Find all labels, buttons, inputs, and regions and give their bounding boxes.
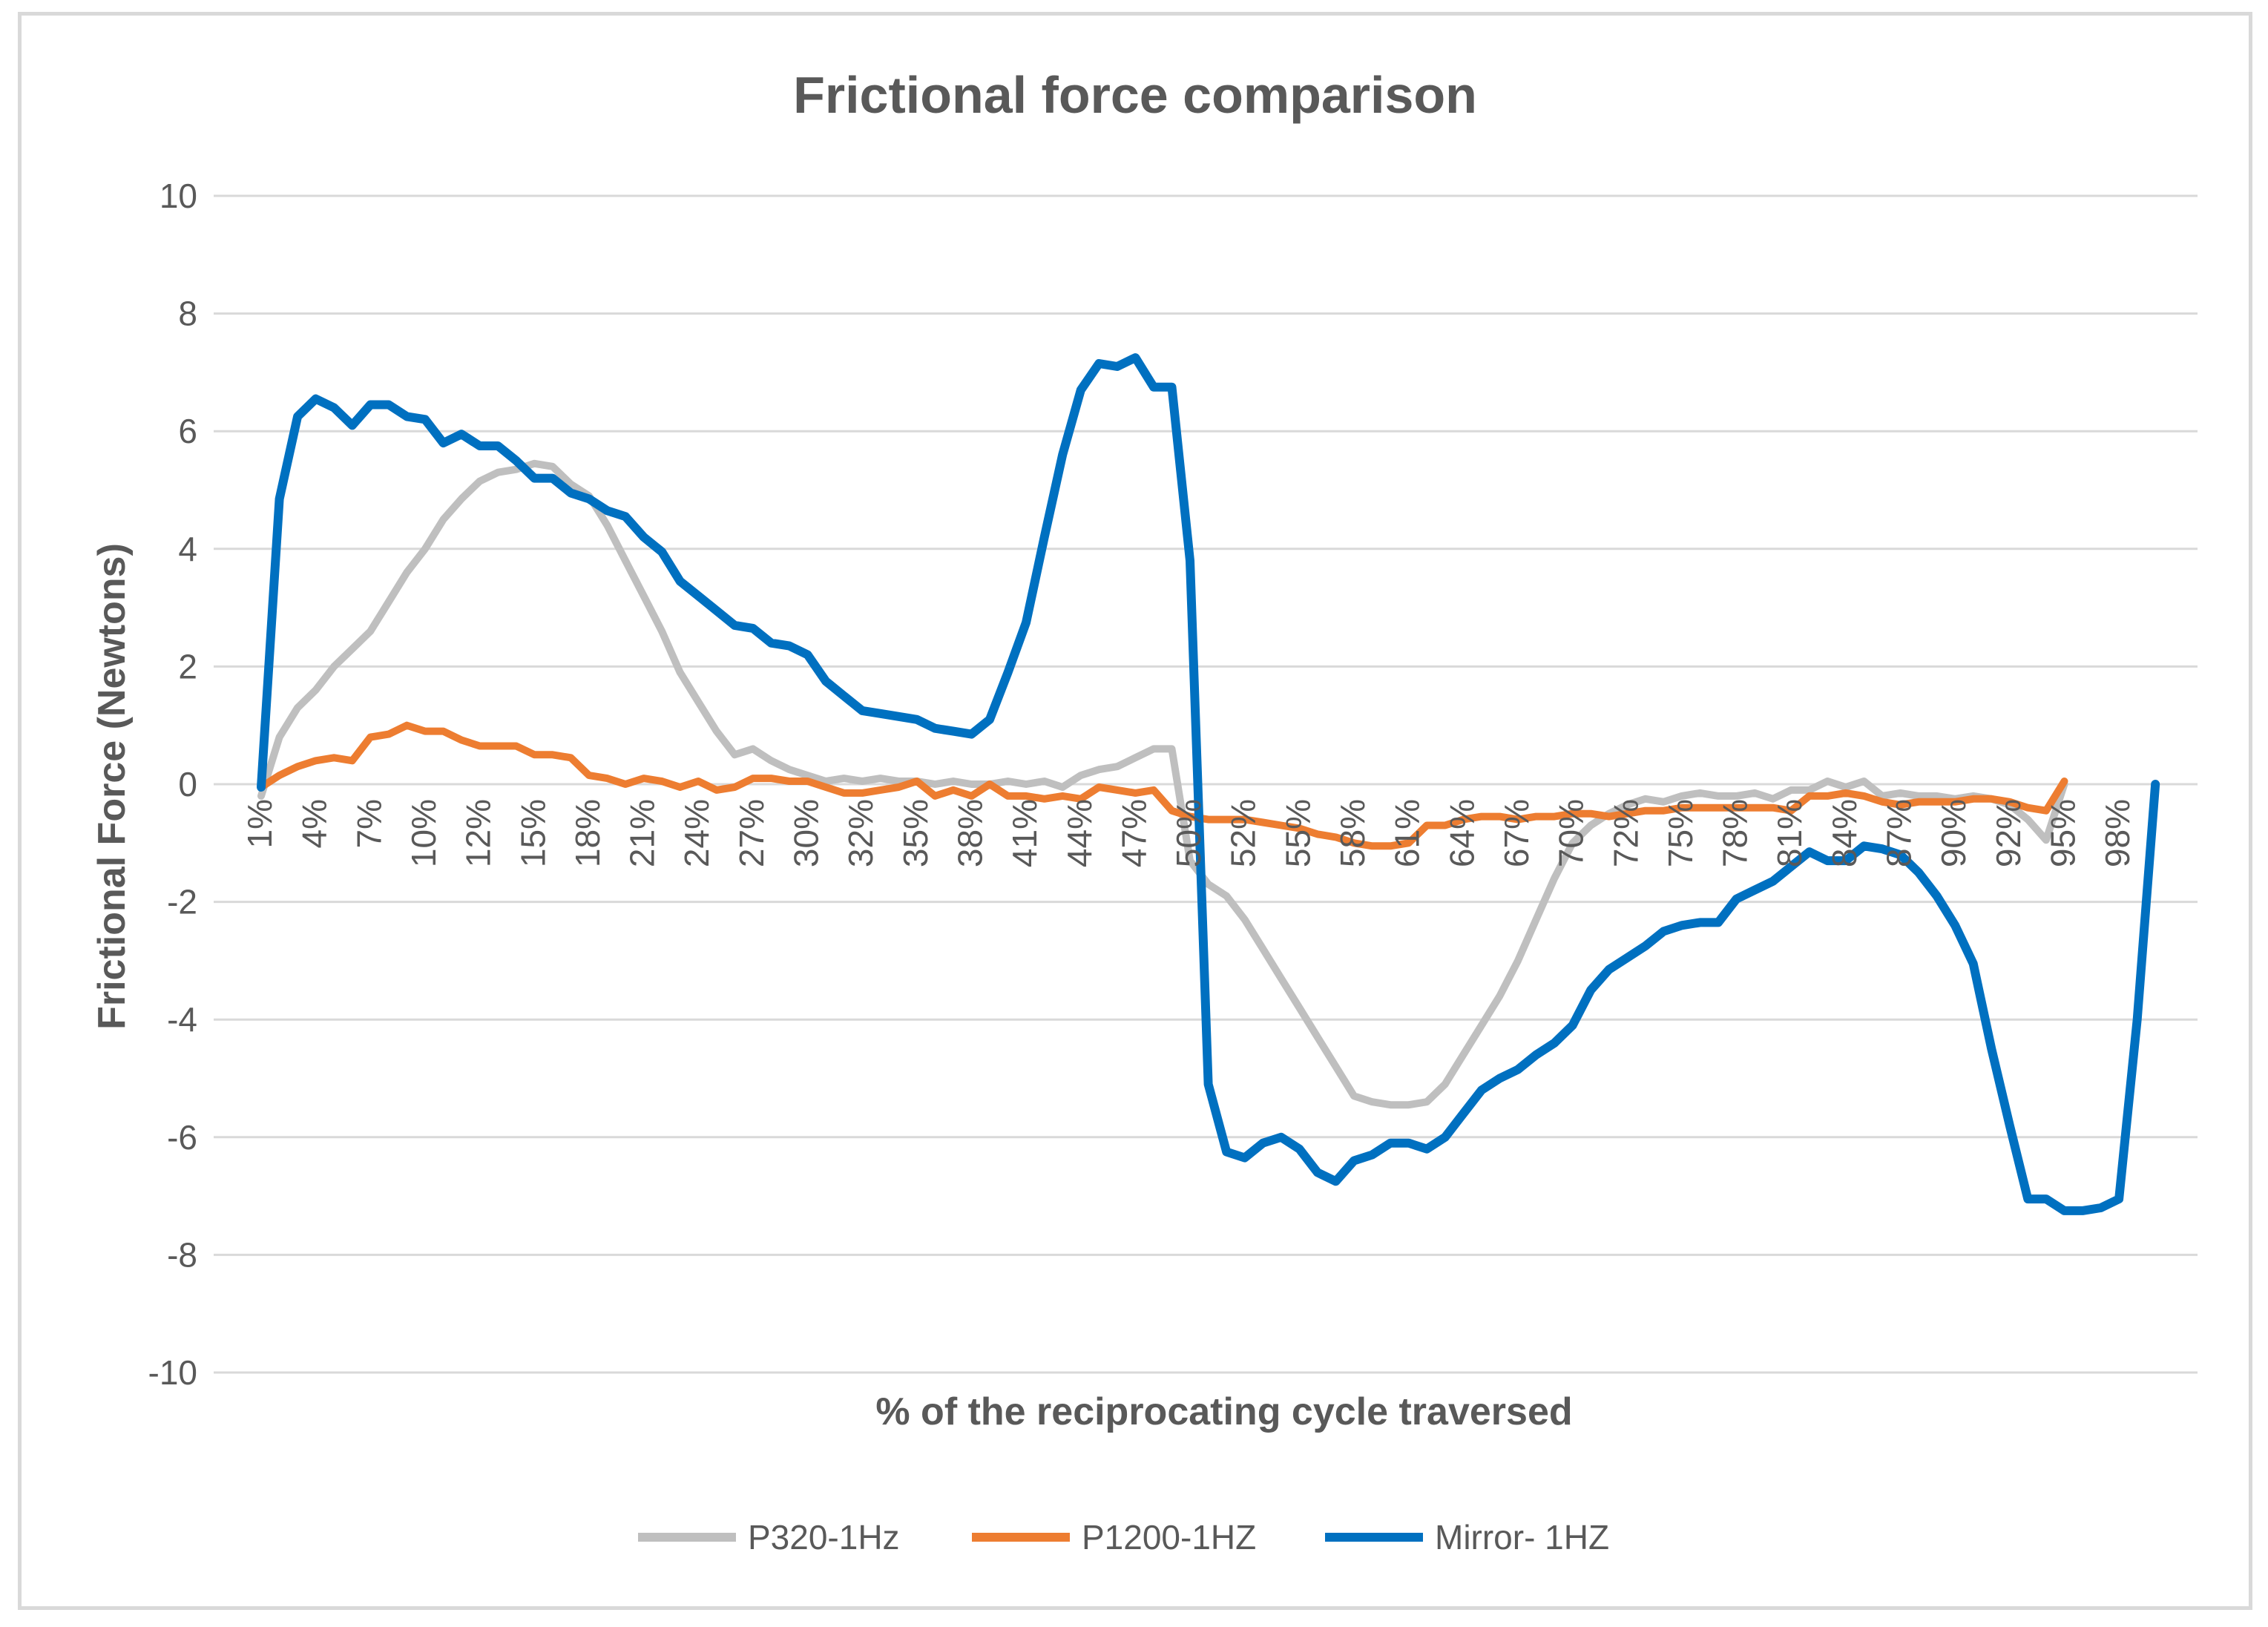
x-axis-title: % of the reciprocating cycle traversed [875, 1390, 1572, 1433]
chart-frame [18, 12, 2252, 1610]
x-tick-label: 18% [568, 799, 607, 867]
x-axis-tick-labels: 1% 4% 7% 10% 12% 15% 18% 21% 24% 27% 30% 32% 35% 38% 4… [240, 799, 2137, 867]
x-tick-label: 52% [1224, 799, 1263, 867]
x-tick-label: 81% [1770, 799, 1809, 867]
x-tick-label: 72% [1606, 799, 1645, 867]
x-tick-label: 24% [677, 799, 716, 867]
series-line-1 [257, 459, 2068, 1109]
x-tick-label: 67% [1497, 799, 1536, 867]
x-tick-label: 70% [1552, 799, 1591, 867]
x-tick-label: 61% [1388, 799, 1427, 867]
gridlines [214, 194, 2198, 1374]
y-tick-label: 8 [178, 295, 197, 333]
x-tick-label: 92% [1989, 799, 2028, 867]
x-tick-label: 27% [732, 799, 771, 867]
x-tick-label: 90% [1934, 799, 1973, 867]
x-tick-label: 15% [513, 799, 552, 867]
x-tick-label: 10% [404, 799, 443, 867]
x-tick-label: 75% [1661, 799, 1700, 867]
y-tick-label: 4 [178, 530, 197, 568]
x-tick-label: 1% [240, 799, 279, 848]
y-tick-label: -6 [167, 1118, 197, 1157]
y-tick-label: 6 [178, 412, 197, 450]
y-tick-label: 10 [160, 177, 197, 215]
y-axis-title: Frictional Force (Newtons) [91, 543, 134, 1030]
y-tick-label: -4 [167, 1000, 197, 1039]
legend-label: Mirror- 1HZ [1435, 1518, 1609, 1557]
legend: P320-1Hz P1200-1HZ Mirror- 1HZ [638, 1518, 1609, 1557]
x-tick-label: 98% [2098, 799, 2137, 867]
x-tick-label: 21% [623, 799, 662, 867]
x-tick-label: 32% [841, 799, 880, 867]
series-lines [257, 353, 2160, 1215]
x-tick-label: 84% [1825, 799, 1864, 867]
y-tick-label: -10 [148, 1353, 197, 1392]
y-tick-label: 2 [178, 647, 197, 686]
x-tick-label: 4% [295, 799, 334, 848]
legend-label: P320-1Hz [748, 1518, 900, 1557]
legend-label: P1200-1HZ [1082, 1518, 1256, 1557]
y-tick-label: 0 [178, 765, 197, 803]
x-tick-label: 47% [1114, 799, 1153, 867]
x-tick-label: 50% [1169, 799, 1208, 867]
x-tick-label: 55% [1278, 799, 1317, 867]
x-tick-label: 38% [950, 799, 989, 867]
x-tick-label: 35% [896, 799, 935, 867]
y-tick-label: -2 [167, 883, 197, 921]
x-tick-label: 87% [1880, 799, 1919, 867]
y-axis-tick-labels: 10 8 6 4 2 0 -2 -4 -6 -8 -10 [148, 177, 197, 1392]
x-tick-label: 7% [349, 799, 388, 848]
x-tick-label: 95% [2043, 799, 2082, 867]
x-tick-label: 58% [1333, 799, 1372, 867]
y-tick-label: -8 [167, 1235, 197, 1274]
x-tick-label: 30% [787, 799, 826, 867]
x-tick-label: 64% [1442, 799, 1481, 867]
x-tick-label: 44% [1060, 799, 1099, 867]
series-line-2 [257, 721, 2068, 850]
x-tick-label: 12% [459, 799, 498, 867]
chart-title: Frictional force comparison [793, 66, 1477, 124]
series-line-3 [257, 353, 2160, 1215]
x-tick-label: 41% [1005, 799, 1044, 867]
x-tick-label: 78% [1716, 799, 1755, 867]
